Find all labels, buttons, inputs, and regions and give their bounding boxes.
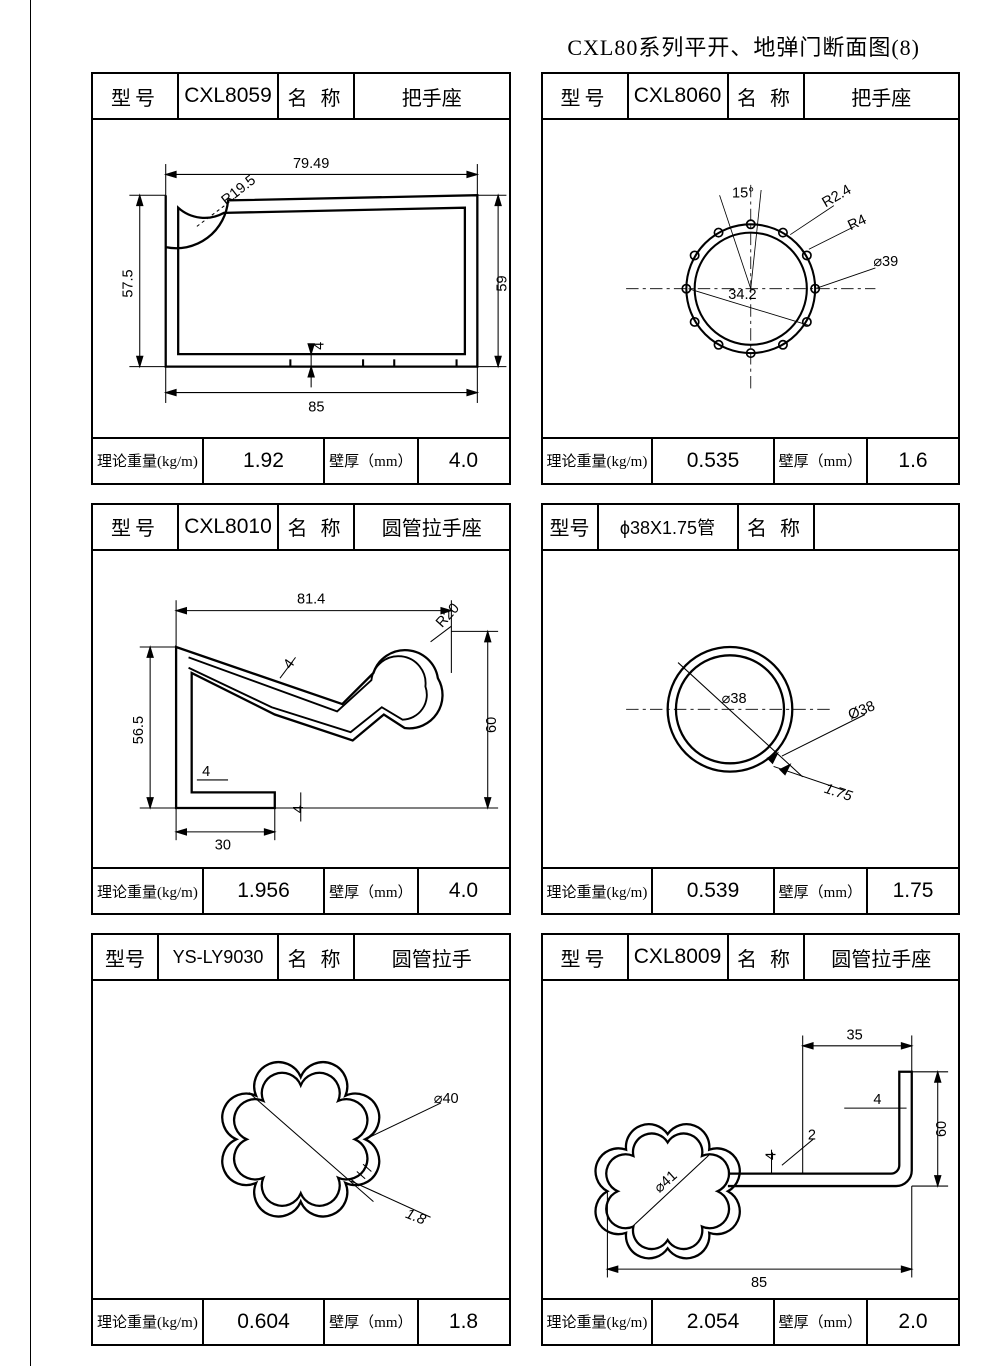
thickness-value: 1.75 <box>868 869 958 913</box>
card-phi38: 型号 ϕ38X1.75管 名 称 <box>541 503 961 916</box>
dim-scallop: R2.4 <box>819 182 854 211</box>
card-cxl8010: 型号 CXL8010 名 称 圆管拉手座 <box>91 503 511 916</box>
model-label: 型号 <box>93 935 159 979</box>
name-label: 名 称 <box>729 935 805 979</box>
weight-label: 理论重量(kg/m) <box>93 439 204 483</box>
weight-label: 理论重量(kg/m) <box>93 869 204 913</box>
weight-value: 1.956 <box>204 869 325 913</box>
drawing-area: 35 60 85 ⌀41 4 2 4 <box>543 981 959 1298</box>
dim-dia: Ø38 <box>845 698 876 723</box>
dim-inner: 34.2 <box>728 287 756 303</box>
dim-wall: 1.8 <box>403 1206 428 1228</box>
model-label: 型号 <box>543 505 599 549</box>
thickness-label: 壁厚（mm） <box>775 1300 868 1344</box>
card-cxl8059: 型号 CXL8059 名 称 把手座 <box>91 72 511 485</box>
thickness-value: 4.0 <box>419 439 509 483</box>
dim-top: 35 <box>846 1028 862 1044</box>
weight-label: 理论重量(kg/m) <box>543 1300 654 1344</box>
weight-label: 理论重量(kg/m) <box>543 869 654 913</box>
thickness-value: 1.6 <box>868 439 958 483</box>
thickness-value: 1.8 <box>419 1300 509 1344</box>
dim-left-height: 57.5 <box>120 269 136 297</box>
thickness-label: 壁厚（mm） <box>775 869 868 913</box>
drawing-area: 81.4 56.5 60 30 4 4 4 R20 <box>93 551 509 868</box>
model-label: 型号 <box>543 74 629 118</box>
model-label: 型号 <box>93 74 179 118</box>
card-cxl8009: 型号 CXL8009 名 称 圆管拉手座 <box>541 933 961 1346</box>
thickness-label: 壁厚（mm） <box>325 1300 418 1344</box>
dim-height: 60 <box>934 1121 950 1137</box>
dim-wall2: 4 <box>291 805 307 813</box>
thickness-label: 壁厚（mm） <box>325 439 418 483</box>
dim-dia: ⌀40 <box>434 1091 459 1107</box>
model-value: YS-LY9030 <box>159 935 279 979</box>
dim-left-h: 56.5 <box>131 716 147 744</box>
dim-fillet: R4 <box>845 212 869 234</box>
dim-wallv: 4 <box>763 1152 779 1160</box>
name-value: 圆管拉手 <box>355 935 509 979</box>
weight-value: 0.604 <box>204 1300 325 1344</box>
weight-value: 0.535 <box>653 439 774 483</box>
thickness-label: 壁厚（mm） <box>325 869 418 913</box>
weight-label: 理论重量(kg/m) <box>543 439 654 483</box>
dim-wall: 4 <box>312 342 328 350</box>
dim-top-width: 81.4 <box>297 591 325 607</box>
name-value: 圆管拉手座 <box>355 505 509 549</box>
model-value: ϕ38X1.75管 <box>599 505 739 549</box>
dim-radius: R19.5 <box>219 172 259 208</box>
model-label: 型号 <box>543 935 629 979</box>
dim-dia: ⌀39 <box>873 254 898 270</box>
drawing-area: 79.49 85 57.5 59 4 R19.5 <box>93 120 509 437</box>
dim-gap: 2 <box>807 1128 815 1144</box>
weight-value: 0.539 <box>653 869 774 913</box>
thickness-label: 壁厚（mm） <box>775 439 868 483</box>
drawing-area: 15° R2.4 R4 ⌀39 34.2 <box>543 120 959 437</box>
name-label: 名 称 <box>279 935 355 979</box>
dim-right-height: 59 <box>494 275 508 291</box>
name-label: 名 称 <box>279 74 355 118</box>
weight-label: 理论重量(kg/m) <box>93 1300 204 1344</box>
drawing-area: ⌀40 1.8 <box>93 981 509 1298</box>
dim-armwall: 4 <box>873 1092 881 1108</box>
name-value: 把手座 <box>355 74 509 118</box>
name-value <box>815 505 959 549</box>
page-title: CXL80系列平开、地弹门断面图(8) <box>91 30 960 62</box>
weight-value: 1.92 <box>204 439 325 483</box>
thickness-value: 4.0 <box>419 869 509 913</box>
diagram-grid: 型号 CXL8059 名 称 把手座 <box>91 72 960 1332</box>
dim-base: 30 <box>215 837 231 853</box>
name-label: 名 称 <box>729 74 805 118</box>
model-value: CXL8060 <box>629 74 729 118</box>
dim-wall: 1.75 <box>822 781 855 805</box>
drawing-area: ⌀38 Ø38 1.75 <box>543 551 959 868</box>
name-value: 把手座 <box>805 74 959 118</box>
dim-dia-center: ⌀38 <box>721 691 746 707</box>
dim-base: 85 <box>750 1275 766 1291</box>
dim-wall3: 4 <box>281 656 299 672</box>
dim-dia: ⌀41 <box>651 1168 680 1197</box>
name-label: 名 称 <box>739 505 815 549</box>
model-label: 型号 <box>93 505 179 549</box>
model-value: CXL8009 <box>629 935 729 979</box>
name-value: 圆管拉手座 <box>805 935 959 979</box>
dim-right-h: 60 <box>484 716 500 732</box>
model-value: CXL8059 <box>179 74 279 118</box>
card-ysly9030: 型号 YS-LY9030 名 称 圆管拉手 <box>91 933 511 1346</box>
name-label: 名 称 <box>279 505 355 549</box>
dim-radius: R20 <box>433 600 463 631</box>
model-value: CXL8010 <box>179 505 279 549</box>
dim-wall1: 4 <box>202 763 210 779</box>
card-cxl8060: 型号 CXL8060 名 称 把手座 <box>541 72 961 485</box>
dim-angle: 15° <box>732 185 754 201</box>
weight-value: 2.054 <box>653 1300 774 1344</box>
dim-top-width: 79.49 <box>293 156 329 172</box>
dim-bottom-width: 85 <box>308 399 324 415</box>
thickness-value: 2.0 <box>868 1300 958 1344</box>
